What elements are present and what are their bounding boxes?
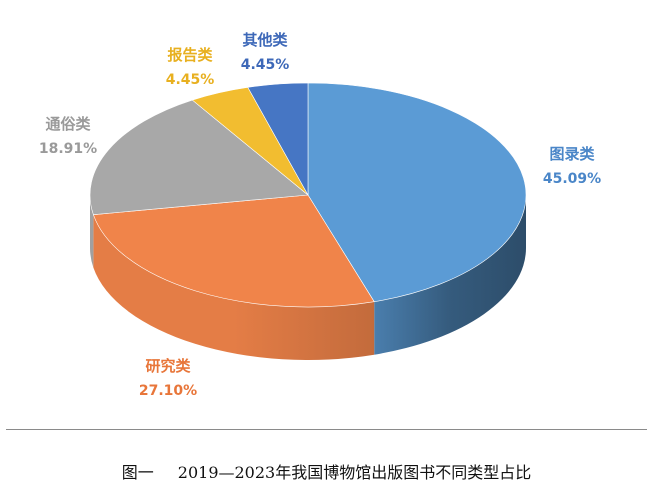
slice-2-side bbox=[93, 214, 375, 360]
slice-1-name: 图录类 bbox=[549, 145, 595, 163]
figure-caption: 图一 2019—2023年我国博物馆出版图书不同类型占比 bbox=[0, 459, 653, 483]
slice-5-value: 4.45% bbox=[241, 57, 290, 73]
pie-top-faces bbox=[89, 82, 527, 308]
slice-1-side bbox=[374, 195, 526, 355]
slice-2-top bbox=[93, 194, 375, 308]
slice-4-label: 报告类 4.45% bbox=[166, 46, 215, 88]
slice-5-label: 其他类 4.45% bbox=[241, 31, 290, 73]
slice-3-label: 通俗类 18.91% bbox=[39, 115, 97, 157]
pie-side-walls bbox=[90, 195, 526, 360]
chart-area: 图录类 45.09% 研究类 27.10% 通俗类 18.91% 报告类 4.45% 其他类 4.… bbox=[39, 31, 601, 399]
caption-text: 2019—2023年我国博物馆出版图书不同类型占比 bbox=[177, 463, 532, 482]
slice-1-value: 45.09% bbox=[543, 171, 601, 187]
slice-2-value: 27.10% bbox=[139, 383, 197, 399]
slice-2-label: 研究类 27.10% bbox=[139, 357, 197, 399]
pie-chart: 图录类 45.09% 研究类 27.10% 通俗类 18.91% 报告类 4.45% 其他类 4.… bbox=[39, 31, 601, 399]
slice-5-top bbox=[247, 82, 309, 196]
slice-4-value: 4.45% bbox=[166, 72, 215, 88]
slice-1-label: 图录类 45.09% bbox=[543, 145, 601, 187]
slice-3-name: 通俗类 bbox=[45, 115, 91, 133]
caption-divider bbox=[6, 429, 647, 430]
slice-1-top bbox=[307, 82, 527, 303]
slice-5-name: 其他类 bbox=[242, 31, 288, 49]
slice-4-name: 报告类 bbox=[167, 46, 213, 64]
slice-3-top bbox=[89, 99, 309, 215]
pie-labels: 图录类 45.09% 研究类 27.10% 通俗类 18.91% 报告类 4.45% 其他类 4.… bbox=[39, 31, 601, 399]
slice-3-value: 18.91% bbox=[39, 141, 97, 157]
slice-2-name: 研究类 bbox=[145, 357, 191, 375]
caption-label: 图一 bbox=[121, 463, 154, 482]
slice-3-side bbox=[90, 195, 94, 268]
